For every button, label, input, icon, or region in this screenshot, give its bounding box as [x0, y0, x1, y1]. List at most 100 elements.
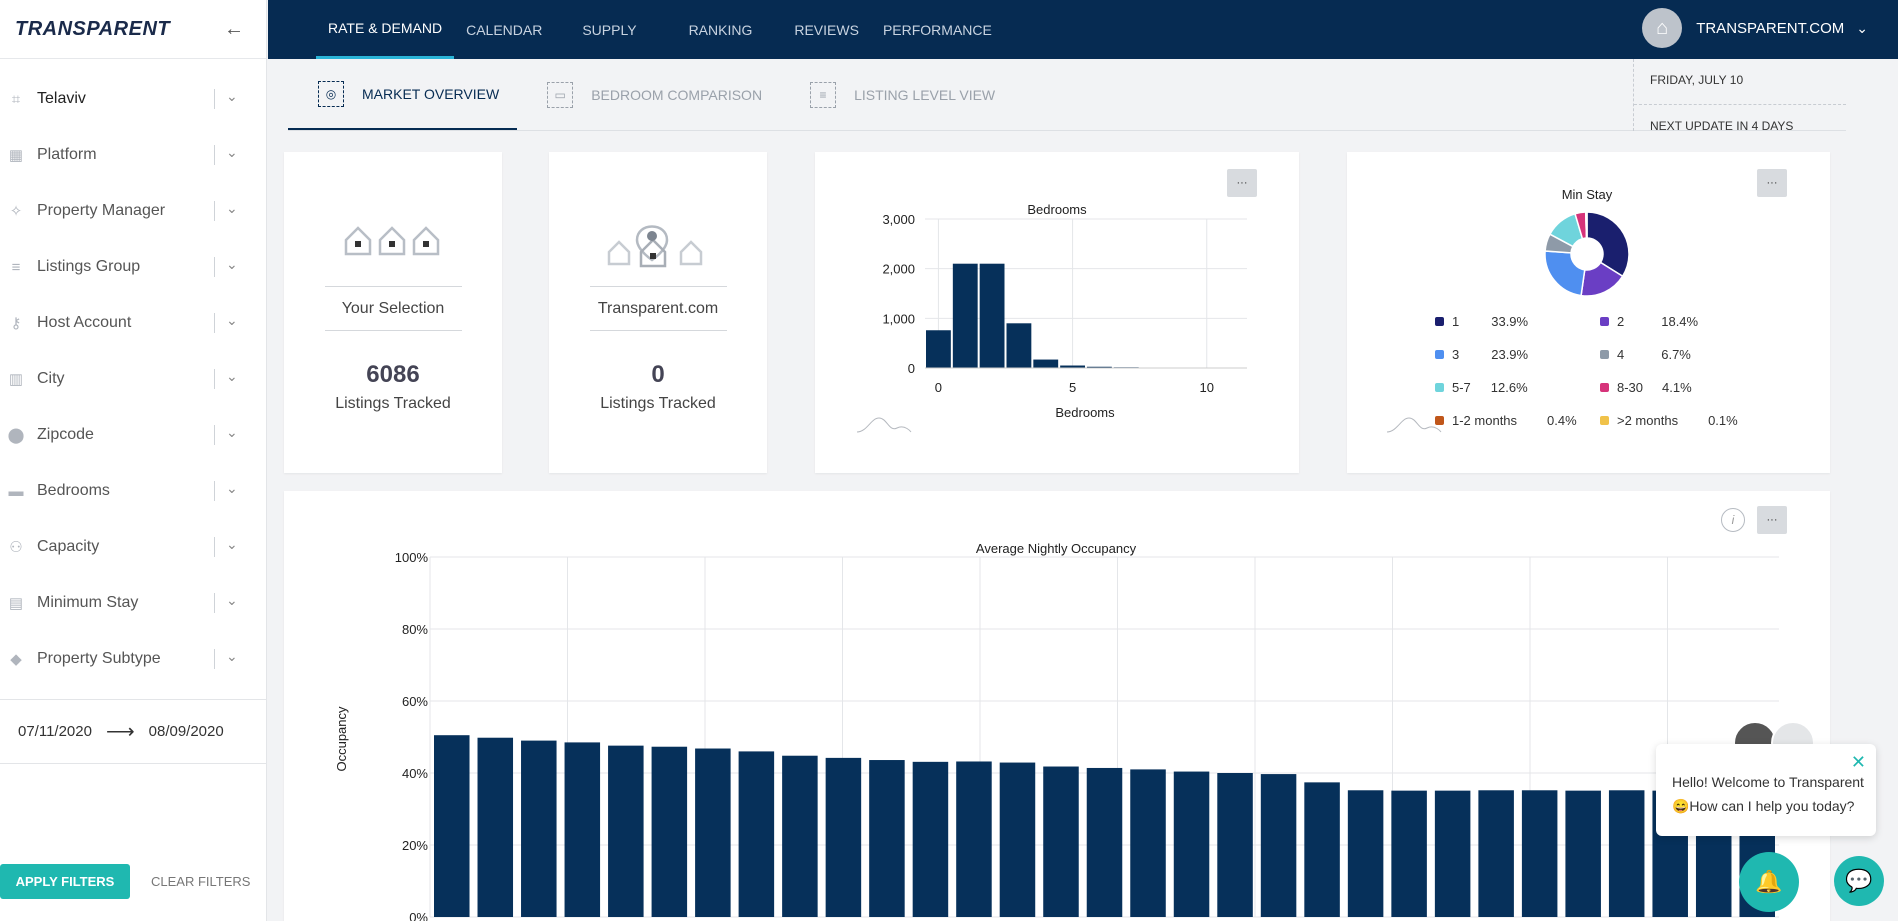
bar — [564, 742, 601, 917]
legend-value: 23.9% — [1491, 347, 1529, 362]
logo: TRANSPARENT — [15, 17, 171, 40]
y-tick-label: 1,000 — [882, 311, 915, 326]
tab-label: MARKET OVERVIEW — [362, 85, 500, 102]
filter-label: Telaviv — [37, 90, 86, 107]
close-icon[interactable]: ✕ — [1850, 752, 1866, 772]
legend-value: 33.9% — [1491, 314, 1529, 329]
legend-swatch — [1435, 416, 1444, 425]
tab-market-overview[interactable]: ◎ MARKET OVERVIEW — [288, 59, 518, 130]
filter-capacity[interactable]: ⚇ Capacity ⌄ — [0, 519, 266, 575]
tab-performance[interactable]: PERFORMANCE — [882, 21, 992, 38]
chevron-down-icon[interactable]: ⌄ — [226, 144, 238, 160]
chevron-down-icon[interactable]: ⌄ — [226, 648, 238, 664]
bar — [1521, 790, 1558, 917]
legend-item[interactable]: 4 6.7% — [1600, 347, 1691, 362]
filter-label: Property Manager — [37, 202, 166, 219]
bedrooms-chart: 0 1,000 2,000 3,000 0 5 10 Bedrooms Bedrooms — [856, 202, 1247, 433]
chevron-down-icon[interactable]: ⌄ — [226, 480, 238, 496]
bed-icon: ▭ — [547, 81, 574, 108]
tab-calendar[interactable]: CALENDAR — [466, 21, 543, 38]
tab-bedroom-comparison[interactable]: ▭ BEDROOM COMPARISON — [517, 59, 780, 130]
pie-slice — [1544, 250, 1586, 297]
filter-minimum-stay[interactable]: ▤ Minimum Stay ⌄ — [0, 575, 266, 631]
filter-actions: APPLY FILTERS CLEAR FILTERS — [0, 864, 250, 899]
notification-bell-icon[interactable]: 🔔 — [1739, 852, 1799, 912]
legend-label: 1 — [1452, 314, 1460, 329]
chevron-down-icon[interactable]: ⌄ — [226, 200, 238, 216]
chevron-down-icon[interactable]: ⌄ — [226, 424, 238, 440]
separator — [214, 257, 215, 277]
filter-zipcode[interactable]: ⬤ Zipcode ⌄ — [0, 407, 266, 463]
bar — [651, 746, 688, 917]
bar — [1006, 323, 1032, 368]
chevron-down-icon[interactable]: ⌄ — [226, 312, 238, 328]
filter-telaviv[interactable]: ⌗ Telaviv ⌄ — [0, 71, 266, 127]
chevron-down-icon[interactable]: ⌄ — [226, 256, 238, 272]
list-icon: ≡ — [810, 81, 837, 108]
date-from[interactable]: 07/11/2020 — [18, 723, 92, 740]
filter-city[interactable]: ▥ City ⌄ — [0, 351, 266, 407]
separator — [214, 425, 215, 445]
legend-item[interactable]: 8-30 4.1% — [1600, 380, 1692, 395]
chevron-down-icon[interactable]: ⌄ — [226, 536, 238, 552]
filter-listings-group[interactable]: ≡ Listings Group ⌄ — [0, 239, 266, 295]
filter-platform[interactable]: ▦ Platform ⌄ — [0, 127, 266, 183]
divider — [589, 330, 727, 331]
bar — [1043, 766, 1079, 917]
date-to[interactable]: 08/09/2020 — [148, 723, 224, 740]
chat-popup[interactable]: ✕ Hello! Welcome to Transparent 😄How can… — [1656, 744, 1876, 836]
legend-item[interactable]: 1-2 months 0.4% — [1435, 413, 1577, 428]
resize-handle-icon — [1386, 417, 1442, 433]
user-name: TRANSPARENT.COM — [1696, 19, 1845, 37]
arrow-right-icon: ⟶ — [105, 721, 135, 743]
bar — [1347, 790, 1384, 917]
filter-label: Bedrooms — [37, 482, 110, 499]
filter-property-subtype[interactable]: ◆ Property Subtype ⌄ — [0, 631, 266, 687]
chevron-down-icon[interactable]: ⌄ — [226, 88, 238, 104]
filter-label: Listings Group — [37, 258, 141, 275]
legend-value: 18.4% — [1661, 314, 1699, 329]
bedrooms-chart-card: ··· — [815, 152, 1299, 473]
bar — [738, 751, 775, 917]
chevron-down-icon[interactable]: ⌄ — [226, 368, 238, 384]
tab-listing-level-view[interactable]: ≡ LISTING LEVEL VIEW — [780, 59, 1013, 130]
y-tick-label: 100% — [395, 550, 429, 565]
date-range[interactable]: 07/11/2020 ⟶ 08/09/2020 — [0, 699, 266, 764]
city-icon: ▥ — [8, 371, 24, 388]
filter-host-account[interactable]: ⚷ Host Account ⌄ — [0, 295, 266, 351]
chart-title: Average Nightly Occupancy — [976, 541, 1137, 556]
occupancy-chart: 0% 20% 40% 60% 80% 100% Average Nightly Occupa… — [334, 541, 1779, 921]
your-selection-card: Your Selection 6086 Listings Tracked — [284, 152, 502, 473]
info-icon[interactable]: i — [1721, 508, 1745, 532]
tab-rate-demand[interactable]: RATE & DEMAND — [316, 0, 455, 59]
apply-filters-button[interactable]: APPLY FILTERS — [0, 864, 130, 899]
legend-swatch — [1600, 416, 1609, 425]
legend-item[interactable]: 3 23.9% — [1435, 347, 1528, 362]
filter-property-manager[interactable]: ✧ Property Manager ⌄ — [0, 183, 266, 239]
legend-item[interactable]: 2 18.4% — [1600, 314, 1698, 329]
clear-filters-button[interactable]: CLEAR FILTERS — [151, 874, 251, 889]
bar — [1173, 771, 1210, 917]
separator — [214, 145, 215, 165]
chart-menu-button[interactable]: ··· — [1757, 169, 1787, 197]
chat-bubble-icon[interactable]: 💬 — [1834, 856, 1884, 906]
user-menu[interactable]: ⌂ TRANSPARENT.COM ⌄ — [1642, 8, 1868, 48]
back-arrow-icon[interactable]: ← — [224, 17, 244, 40]
bar — [1086, 767, 1123, 917]
date-info: FRIDAY, JULY 10 NEXT UPDATE IN 4 DAYS — [1633, 59, 1846, 133]
filter-label: Capacity — [37, 538, 100, 555]
tab-ranking[interactable]: RANKING — [688, 21, 753, 38]
chart-menu-button[interactable]: ··· — [1757, 506, 1787, 534]
pin-icon: ⬤ — [7, 427, 25, 444]
legend-item[interactable]: >2 months 0.1% — [1600, 413, 1738, 428]
filter-bedrooms[interactable]: ▬ Bedrooms ⌄ — [0, 463, 266, 519]
chevron-down-icon[interactable]: ⌄ — [226, 592, 238, 608]
filter-label: Property Subtype — [37, 650, 161, 667]
tab-supply[interactable]: SUPPLY — [582, 21, 637, 38]
chart-menu-button[interactable]: ··· — [1227, 169, 1257, 197]
y-tick-label: 60% — [402, 694, 428, 709]
legend-item[interactable]: 1 33.9% — [1435, 314, 1528, 329]
x-tick-label: 10 — [1200, 380, 1214, 395]
tab-reviews[interactable]: REVIEWS — [794, 21, 859, 38]
legend-item[interactable]: 5-7 12.6% — [1435, 380, 1528, 395]
